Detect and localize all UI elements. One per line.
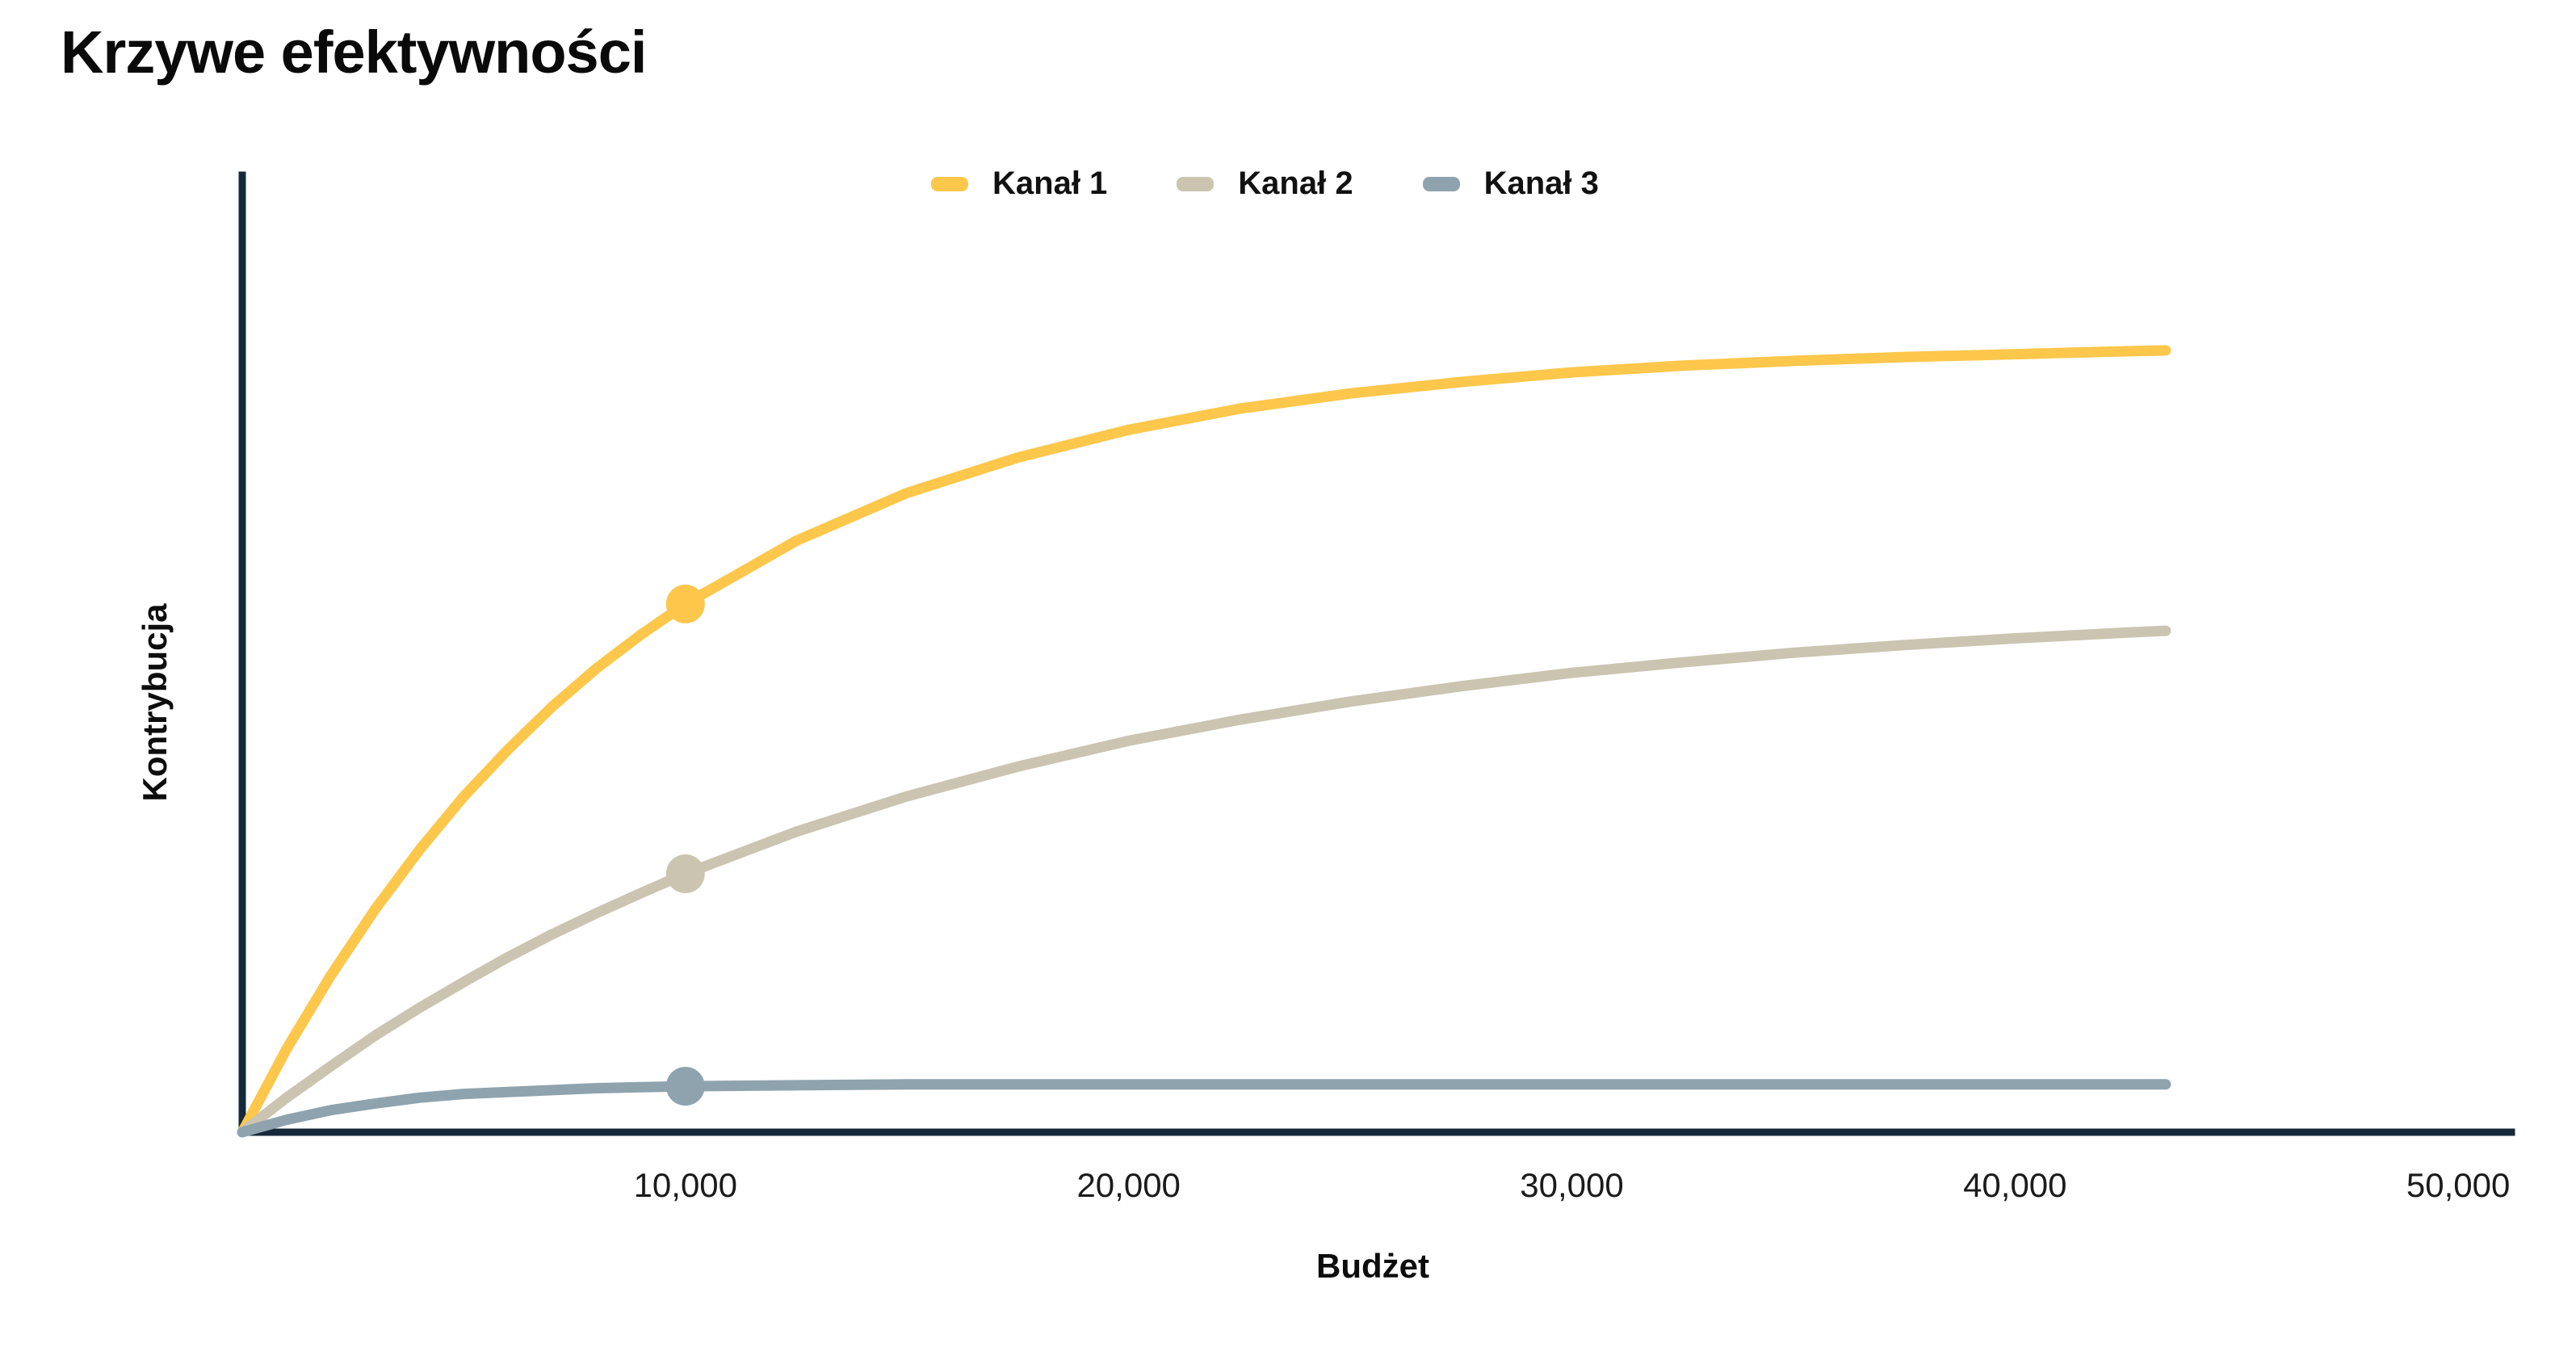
- legend-item-kanal-3[interactable]: Kanał 3: [1422, 166, 1599, 202]
- legend-item-kanal-2[interactable]: Kanał 2: [1177, 166, 1353, 202]
- axis-lines: [238, 171, 2515, 1136]
- chart-title: Krzywe efektywności: [61, 19, 647, 86]
- series-marker-kanal-2[interactable]: [665, 854, 705, 893]
- legend-swatch-kanal-2: [1177, 176, 1215, 191]
- legend-swatch-kanal-3: [1422, 176, 1460, 191]
- series-line-kanal-2: [237, 625, 2171, 1138]
- x-tick-label: 50,000: [2406, 1166, 2510, 1204]
- legend-swatch-kanal-1: [931, 176, 968, 191]
- series-line-kanal-1: [237, 345, 2171, 1138]
- legend-label-kanal-2: Kanał 2: [1238, 166, 1353, 201]
- legend-label-kanal-1: Kanał 1: [992, 166, 1108, 201]
- series-line-kanal-3: [237, 1079, 2171, 1138]
- legend-item-kanal-1[interactable]: Kanał 1: [931, 166, 1107, 202]
- x-tick-label: 30,000: [1520, 1166, 1623, 1204]
- x-tick-label: 20,000: [1076, 1166, 1180, 1204]
- legend: Kanał 1 Kanał 2 Kanał 3: [931, 166, 1599, 202]
- x-tick-label: 10,000: [634, 1166, 737, 1204]
- series-marker-kanal-3[interactable]: [665, 1067, 705, 1106]
- x-tick-label: 40,000: [1963, 1166, 2066, 1204]
- legend-label-kanal-3: Kanał 3: [1483, 166, 1599, 201]
- series-marker-kanal-1[interactable]: [665, 584, 705, 623]
- x-axis-title: Budżet: [1316, 1247, 1429, 1285]
